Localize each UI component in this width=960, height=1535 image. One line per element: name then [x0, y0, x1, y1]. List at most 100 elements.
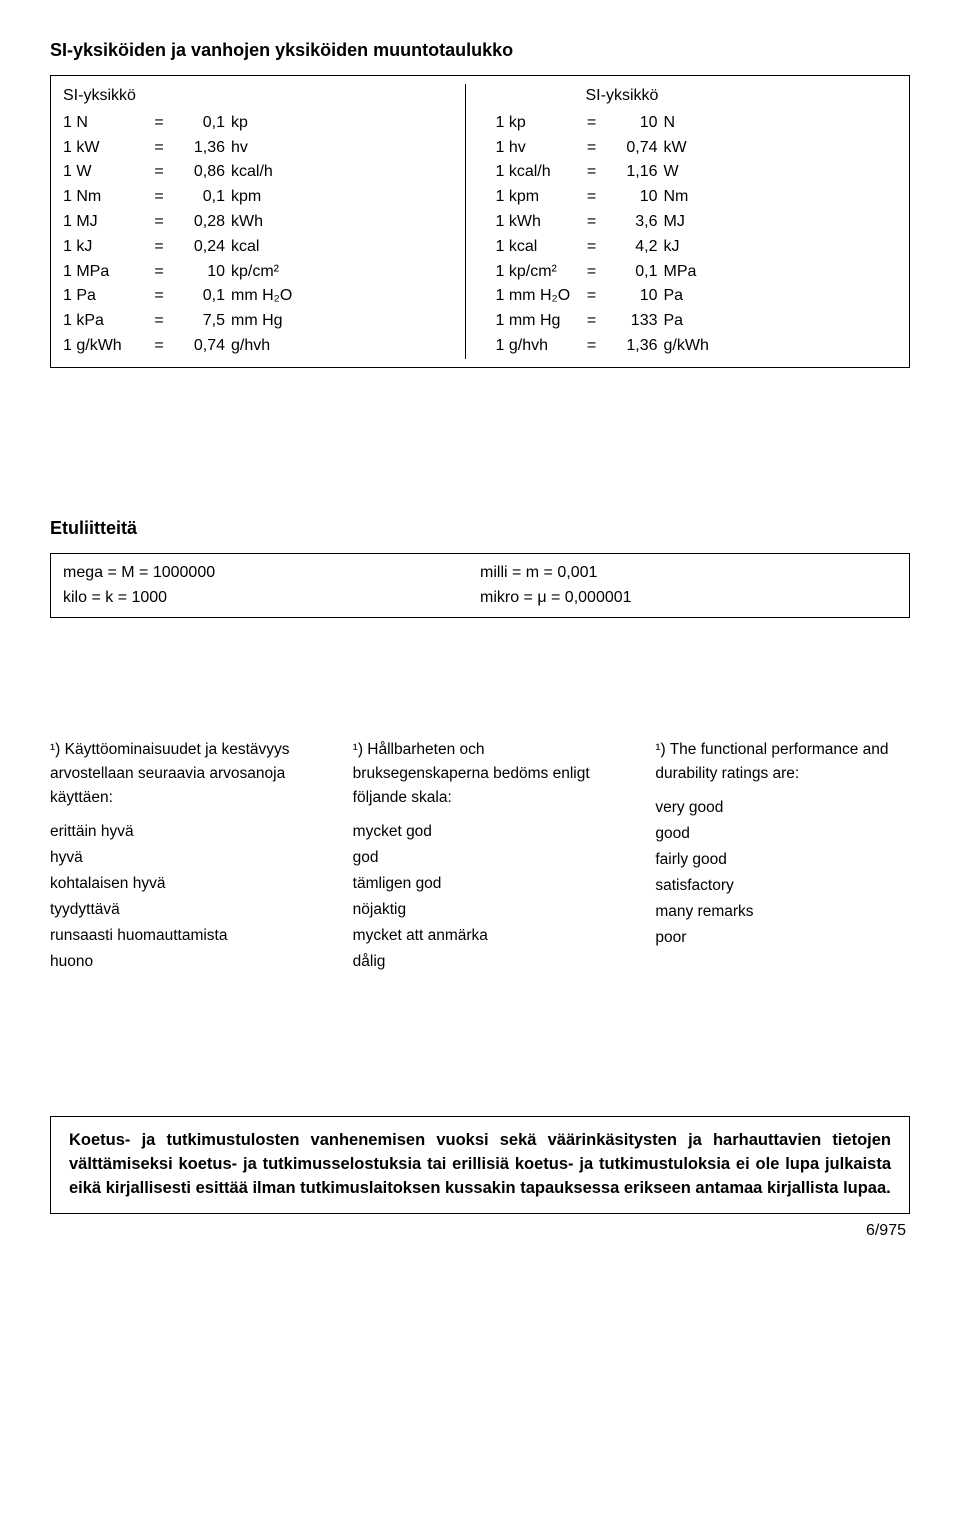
conv-to: kp/cm² [231, 260, 327, 285]
conv-eq: = [149, 185, 175, 210]
rating-item: kohtalaisen hyvä [50, 872, 305, 896]
conv-from: 1 mm Hg [496, 309, 582, 334]
rating-item: good [655, 822, 910, 846]
conv-to: N [664, 111, 760, 136]
conv-to: kcal [231, 235, 327, 260]
conversion-left-column: SI-yksikkö 1 N=0,1kp1 kW=1,36hv1 W=0,86k… [63, 84, 465, 359]
ratings-intro-fi: ¹) Käyttöominaisuudet ja kestävyys arvos… [50, 738, 305, 810]
conversion-row: 1 Pa=0,1mm H₂O [63, 284, 327, 309]
conv-to: g/hvh [231, 334, 327, 359]
conv-from: 1 MPa [63, 260, 149, 285]
conv-eq: = [149, 111, 175, 136]
rating-item: erittäin hyvä [50, 820, 305, 844]
conv-value: 3,6 [608, 210, 664, 235]
conv-to: W [664, 160, 760, 185]
conv-to: MJ [664, 210, 760, 235]
conv-value: 0,1 [608, 260, 664, 285]
conv-to: kcal/h [231, 160, 327, 185]
prefixes-right-column: milli = m = 0,001mikro = μ = 0,000001 [480, 560, 897, 611]
conv-eq: = [149, 334, 175, 359]
conversion-row: 1 mm H₂O=10Pa [496, 284, 760, 309]
conv-to: kpm [231, 185, 327, 210]
conversion-row: 1 kp/cm²=0,1MPa [496, 260, 760, 285]
ratings-items-sv: mycket godgodtämligen godnöjaktigmycket … [353, 820, 608, 974]
conversion-row: 1 kWh=3,6MJ [496, 210, 760, 235]
conversion-row: 1 g/hvh=1,36g/kWh [496, 334, 760, 359]
ratings-col-fi: ¹) Käyttöominaisuudet ja kestävyys arvos… [50, 738, 305, 976]
conv-eq: = [149, 160, 175, 185]
conversion-row: 1 kJ=0,24kcal [63, 235, 327, 260]
conversion-row: 1 W=0,86kcal/h [63, 160, 327, 185]
rating-item: hyvä [50, 846, 305, 870]
conv-value: 0,74 [175, 334, 231, 359]
prefixes-frame: mega = M = 1000000kilo = k = 1000 milli … [50, 553, 910, 618]
ratings-items-en: very goodgoodfairly goodsatisfactorymany… [655, 796, 910, 950]
conv-value: 0,86 [175, 160, 231, 185]
ratings-items-fi: erittäin hyvähyväkohtalaisen hyvätyydytt… [50, 820, 305, 974]
rating-item: mycket god [353, 820, 608, 844]
conv-eq: = [149, 210, 175, 235]
conv-eq: = [582, 210, 608, 235]
conversion-row: 1 mm Hg=133Pa [496, 309, 760, 334]
conversion-row: 1 kW=1,36hv [63, 136, 327, 161]
ratings-col-en: ¹) The functional performance and durabi… [655, 738, 910, 976]
conv-value: 0,1 [175, 111, 231, 136]
conv-eq: = [149, 260, 175, 285]
conv-to: mm H₂O [231, 284, 327, 309]
conv-value: 0,1 [175, 284, 231, 309]
conversion-row: 1 MPa=10kp/cm² [63, 260, 327, 285]
conv-eq: = [582, 309, 608, 334]
conv-from: 1 MJ [63, 210, 149, 235]
conv-eq: = [582, 185, 608, 210]
conv-to: Pa [664, 284, 760, 309]
prefixes-left-column: mega = M = 1000000kilo = k = 1000 [63, 560, 480, 611]
conversion-row: 1 kcal/h=1,16W [496, 160, 760, 185]
conv-to: MPa [664, 260, 760, 285]
conv-value: 1,36 [608, 334, 664, 359]
conv-eq: = [582, 111, 608, 136]
page-number: 6/975 [50, 1222, 910, 1240]
conv-from: 1 Nm [63, 185, 149, 210]
conv-from: 1 kPa [63, 309, 149, 334]
conv-from: 1 kpm [496, 185, 582, 210]
conv-eq: = [582, 334, 608, 359]
page-title: SI-yksiköiden ja vanhojen yksiköiden muu… [50, 40, 910, 61]
prefix-line: mikro = μ = 0,000001 [480, 585, 897, 611]
conv-value: 7,5 [175, 309, 231, 334]
conv-eq: = [582, 284, 608, 309]
rating-item: dålig [353, 950, 608, 974]
rating-item: fairly good [655, 848, 910, 872]
conv-value: 0,28 [175, 210, 231, 235]
conv-eq: = [582, 260, 608, 285]
conversion-row: 1 g/kWh=0,74g/hvh [63, 334, 327, 359]
conv-from: 1 mm H₂O [496, 284, 582, 309]
conversion-row: 1 kpm=10Nm [496, 185, 760, 210]
rating-item: nöjaktig [353, 898, 608, 922]
conv-value: 4,2 [608, 235, 664, 260]
conv-eq: = [582, 160, 608, 185]
conversion-row: 1 kp=10N [496, 111, 760, 136]
rating-item: god [353, 846, 608, 870]
conversion-row: 1 N=0,1kp [63, 111, 327, 136]
conv-from: 1 N [63, 111, 149, 136]
conversion-row: 1 hv=0,74kW [496, 136, 760, 161]
rating-item: runsaasti huomauttamista [50, 924, 305, 948]
disclaimer-frame: Koetus- ja tutkimustulosten vanhenemisen… [50, 1116, 910, 1214]
conv-from: 1 W [63, 160, 149, 185]
disclaimer-text: Koetus- ja tutkimustulosten vanhenemisen… [69, 1129, 891, 1201]
conv-value: 0,1 [175, 185, 231, 210]
conv-eq: = [149, 284, 175, 309]
rating-item: tyydyttävä [50, 898, 305, 922]
prefixes-title: Etuliitteitä [50, 518, 910, 539]
conv-to: kp [231, 111, 327, 136]
prefix-line: milli = m = 0,001 [480, 560, 897, 586]
conv-eq: = [149, 309, 175, 334]
conv-value: 1,36 [175, 136, 231, 161]
conv-to: kW [664, 136, 760, 161]
ratings-intro-en: ¹) The functional performance and durabi… [655, 738, 910, 786]
conv-value: 10 [608, 111, 664, 136]
conv-value: 0,74 [608, 136, 664, 161]
conversion-row: 1 Nm=0,1kpm [63, 185, 327, 210]
ratings-section: ¹) Käyttöominaisuudet ja kestävyys arvos… [50, 738, 910, 976]
conversion-right-column: SI-yksikkö 1 kp=10N1 hv=0,74kW1 kcal/h=1… [465, 84, 898, 359]
